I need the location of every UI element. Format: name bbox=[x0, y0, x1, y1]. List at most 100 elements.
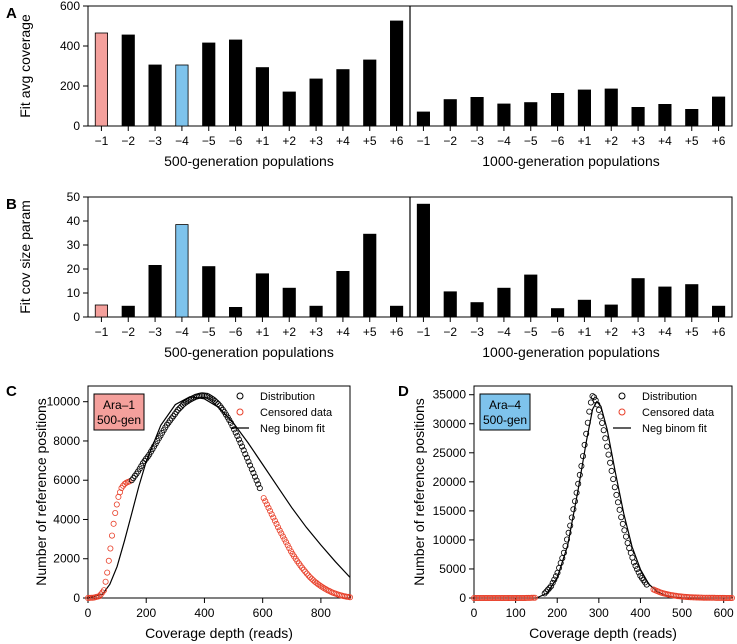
distribution-point bbox=[251, 473, 258, 480]
y-tick-label: 5000 bbox=[439, 562, 466, 576]
x-tick-label: +3 bbox=[631, 325, 645, 339]
x-tick-label: +6 bbox=[712, 134, 726, 148]
censored-point bbox=[284, 542, 291, 549]
bar bbox=[175, 64, 189, 127]
x-tick-label: −5 bbox=[524, 134, 538, 148]
censored-point bbox=[300, 566, 307, 573]
x-tick-label: 600 bbox=[253, 606, 273, 620]
censored-point bbox=[96, 593, 103, 600]
y-axis-label: Fit avg coverage bbox=[17, 14, 33, 118]
censored-point bbox=[474, 595, 481, 602]
distribution-point bbox=[227, 419, 234, 426]
x-tick-label: +4 bbox=[658, 325, 672, 339]
distribution-point bbox=[624, 540, 631, 547]
bar bbox=[309, 305, 323, 318]
group-label: 500-generation populations bbox=[164, 344, 334, 360]
x-tick-label: +5 bbox=[363, 134, 377, 148]
censored-point bbox=[531, 594, 538, 601]
x-tick-label: −4 bbox=[175, 325, 189, 339]
censored-point bbox=[512, 595, 519, 602]
bar bbox=[497, 103, 511, 127]
x-tick-label: +1 bbox=[578, 134, 592, 148]
censored-point bbox=[716, 594, 723, 601]
censored-point bbox=[265, 504, 272, 511]
y-tick-label: 40 bbox=[67, 214, 81, 228]
bar bbox=[148, 64, 162, 127]
censored-point bbox=[271, 517, 278, 524]
distribution-point bbox=[229, 423, 236, 430]
bar bbox=[202, 266, 216, 318]
legend-distribution-marker bbox=[236, 392, 244, 400]
y-tick-label: 0 bbox=[73, 310, 80, 324]
x-tick-label: +4 bbox=[658, 134, 672, 148]
x-tick-label: −2 bbox=[443, 325, 457, 339]
censored-point bbox=[302, 568, 309, 575]
y-tick-label: 35000 bbox=[433, 388, 467, 402]
y-tick-label: 6000 bbox=[53, 473, 80, 487]
x-tick-label: −2 bbox=[443, 134, 457, 148]
bar bbox=[229, 39, 243, 127]
bar bbox=[229, 306, 243, 318]
bar bbox=[443, 291, 457, 318]
censored-point bbox=[729, 595, 736, 602]
bar bbox=[551, 308, 565, 318]
y-tick-label: 0 bbox=[73, 591, 80, 605]
censored-point bbox=[480, 595, 487, 602]
bar bbox=[416, 203, 430, 318]
y-axis-label: Number of reference positions bbox=[411, 398, 427, 586]
x-tick-label: −4 bbox=[497, 325, 511, 339]
distribution-point bbox=[551, 576, 558, 583]
distribution-point bbox=[255, 481, 262, 488]
bar bbox=[658, 104, 672, 127]
bar bbox=[363, 233, 377, 318]
censored-point bbox=[278, 530, 285, 537]
y-tick-label: 25000 bbox=[433, 446, 467, 460]
bar bbox=[604, 304, 618, 318]
bar bbox=[470, 97, 484, 127]
bar bbox=[255, 67, 269, 127]
population-label-box bbox=[93, 393, 145, 431]
legend-censored-marker bbox=[618, 408, 626, 416]
censored-point bbox=[267, 507, 274, 514]
distribution-point bbox=[242, 451, 249, 458]
distribution-point bbox=[568, 514, 575, 521]
y-tick-label: 2000 bbox=[53, 552, 80, 566]
x-tick-label: +2 bbox=[282, 134, 296, 148]
distribution-point bbox=[607, 459, 614, 466]
censored-point bbox=[260, 495, 267, 502]
censored-point bbox=[498, 595, 505, 602]
bar bbox=[309, 78, 323, 127]
distribution-point bbox=[231, 426, 238, 433]
censored-point bbox=[107, 545, 114, 552]
y-tick-label: 10000 bbox=[47, 395, 81, 409]
x-tick-label: +4 bbox=[336, 134, 350, 148]
censored-point bbox=[727, 595, 734, 602]
bar bbox=[631, 107, 645, 127]
censored-point bbox=[725, 595, 732, 602]
bar bbox=[363, 59, 377, 127]
legend-distribution-label: Distribution bbox=[260, 391, 315, 403]
x-tick-label: 500 bbox=[672, 606, 692, 620]
x-tick-label: −1 bbox=[95, 325, 109, 339]
x-tick-label: 200 bbox=[547, 606, 567, 620]
censored-point bbox=[105, 557, 112, 564]
distribution-point bbox=[552, 573, 559, 580]
x-tick-label: −1 bbox=[417, 325, 431, 339]
y-tick-label: 600 bbox=[60, 0, 80, 13]
x-tick-label: +1 bbox=[256, 134, 270, 148]
distribution-point bbox=[592, 397, 599, 404]
censored-point bbox=[482, 595, 489, 602]
group-label: 1000-generation populations bbox=[482, 153, 659, 169]
distribution-point bbox=[613, 491, 620, 498]
x-tick-label: +2 bbox=[604, 134, 618, 148]
distribution-point bbox=[605, 451, 612, 458]
x-tick-label: +5 bbox=[685, 134, 699, 148]
censored-point bbox=[310, 577, 317, 584]
x-tick-label: −6 bbox=[551, 325, 565, 339]
x-tick-label: −3 bbox=[470, 134, 484, 148]
distribution-point bbox=[544, 586, 551, 593]
legend-censored-label: Censored data bbox=[260, 407, 333, 419]
distribution-point bbox=[541, 590, 548, 597]
y-tick-label: 30 bbox=[67, 238, 81, 252]
